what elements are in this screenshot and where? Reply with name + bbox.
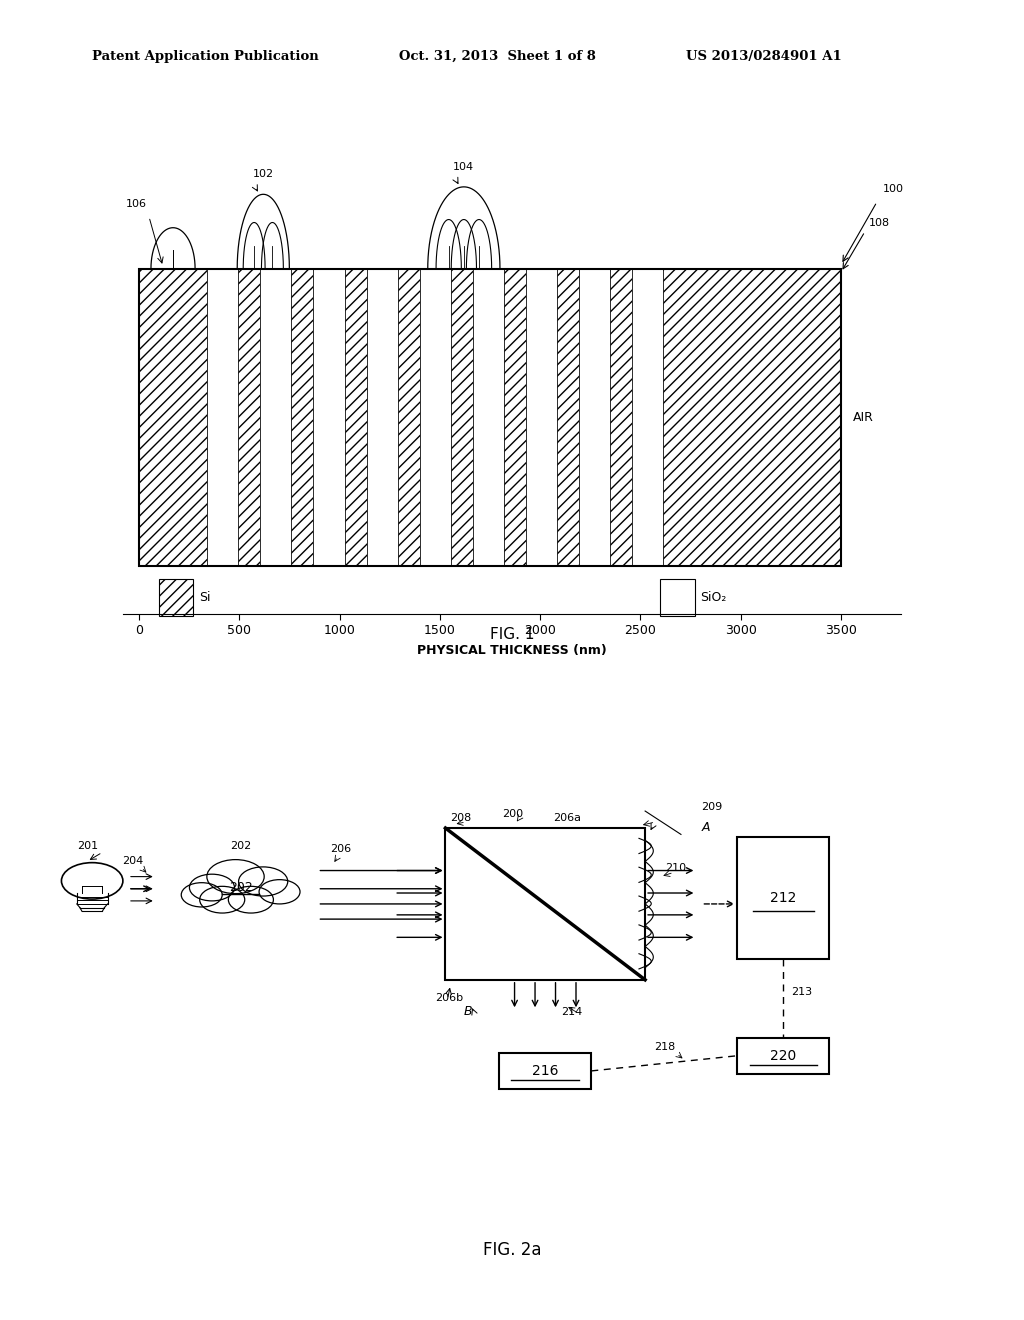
Bar bbox=[420, 268, 451, 565]
Text: 202: 202 bbox=[230, 841, 251, 851]
Text: 206: 206 bbox=[330, 845, 351, 854]
Bar bbox=[737, 837, 829, 958]
Text: 210: 210 bbox=[666, 862, 687, 873]
Text: FIG. 2a: FIG. 2a bbox=[482, 1241, 542, 1259]
Text: 208: 208 bbox=[451, 813, 472, 822]
Text: B: B bbox=[464, 1005, 472, 1018]
Bar bbox=[207, 268, 239, 565]
Bar bbox=[139, 268, 841, 565]
Bar bbox=[139, 268, 207, 565]
Bar bbox=[633, 268, 664, 565]
Text: 201: 201 bbox=[77, 841, 98, 850]
Bar bbox=[557, 268, 580, 565]
Text: 200: 200 bbox=[502, 809, 523, 820]
Text: 108: 108 bbox=[869, 218, 890, 227]
Bar bbox=[344, 268, 367, 565]
Circle shape bbox=[259, 879, 300, 904]
Text: 206a: 206a bbox=[553, 813, 581, 822]
Text: Si: Si bbox=[199, 590, 211, 603]
Bar bbox=[580, 268, 610, 565]
Bar bbox=[664, 268, 841, 565]
Text: 214: 214 bbox=[561, 1007, 582, 1016]
Bar bbox=[526, 268, 557, 565]
Text: FIG. 1: FIG. 1 bbox=[489, 627, 535, 642]
Text: US 2013/0284901 A1: US 2013/0284901 A1 bbox=[686, 50, 842, 63]
Circle shape bbox=[228, 886, 273, 913]
Circle shape bbox=[189, 874, 234, 902]
Bar bbox=[504, 268, 526, 565]
Bar bbox=[451, 268, 473, 565]
Text: 212: 212 bbox=[770, 891, 797, 906]
Circle shape bbox=[181, 883, 222, 907]
Text: 104: 104 bbox=[454, 162, 474, 172]
Text: 106: 106 bbox=[125, 199, 146, 209]
Circle shape bbox=[239, 867, 288, 896]
Circle shape bbox=[200, 886, 245, 913]
Bar bbox=[239, 268, 260, 565]
Bar bbox=[499, 1053, 592, 1089]
Bar bbox=[159, 578, 194, 615]
Text: 209: 209 bbox=[701, 801, 723, 812]
Bar bbox=[737, 1038, 829, 1074]
Text: Patent Application Publication: Patent Application Publication bbox=[92, 50, 318, 63]
Bar bbox=[367, 268, 397, 565]
Text: Oct. 31, 2013  Sheet 1 of 8: Oct. 31, 2013 Sheet 1 of 8 bbox=[399, 50, 596, 63]
Bar bbox=[660, 578, 694, 615]
Text: 202: 202 bbox=[228, 880, 253, 894]
Text: 102: 102 bbox=[253, 169, 273, 180]
Text: A: A bbox=[701, 821, 710, 834]
Circle shape bbox=[207, 859, 264, 894]
Text: 218: 218 bbox=[653, 1043, 675, 1052]
X-axis label: PHYSICAL THICKNESS (nm): PHYSICAL THICKNESS (nm) bbox=[417, 644, 607, 657]
Text: 204: 204 bbox=[123, 857, 143, 866]
Text: 216: 216 bbox=[532, 1064, 558, 1078]
Text: 206b: 206b bbox=[435, 993, 463, 1003]
Bar bbox=[445, 828, 645, 979]
Bar bbox=[260, 268, 292, 565]
Text: 100: 100 bbox=[883, 185, 904, 194]
Text: AIR: AIR bbox=[853, 411, 873, 424]
Text: 213: 213 bbox=[792, 987, 813, 997]
Bar bbox=[397, 268, 420, 565]
Bar bbox=[610, 268, 633, 565]
Bar bbox=[313, 268, 344, 565]
Bar bbox=[292, 268, 313, 565]
Bar bbox=[473, 268, 504, 565]
Text: SiO₂: SiO₂ bbox=[700, 590, 727, 603]
Text: 220: 220 bbox=[770, 1048, 797, 1063]
